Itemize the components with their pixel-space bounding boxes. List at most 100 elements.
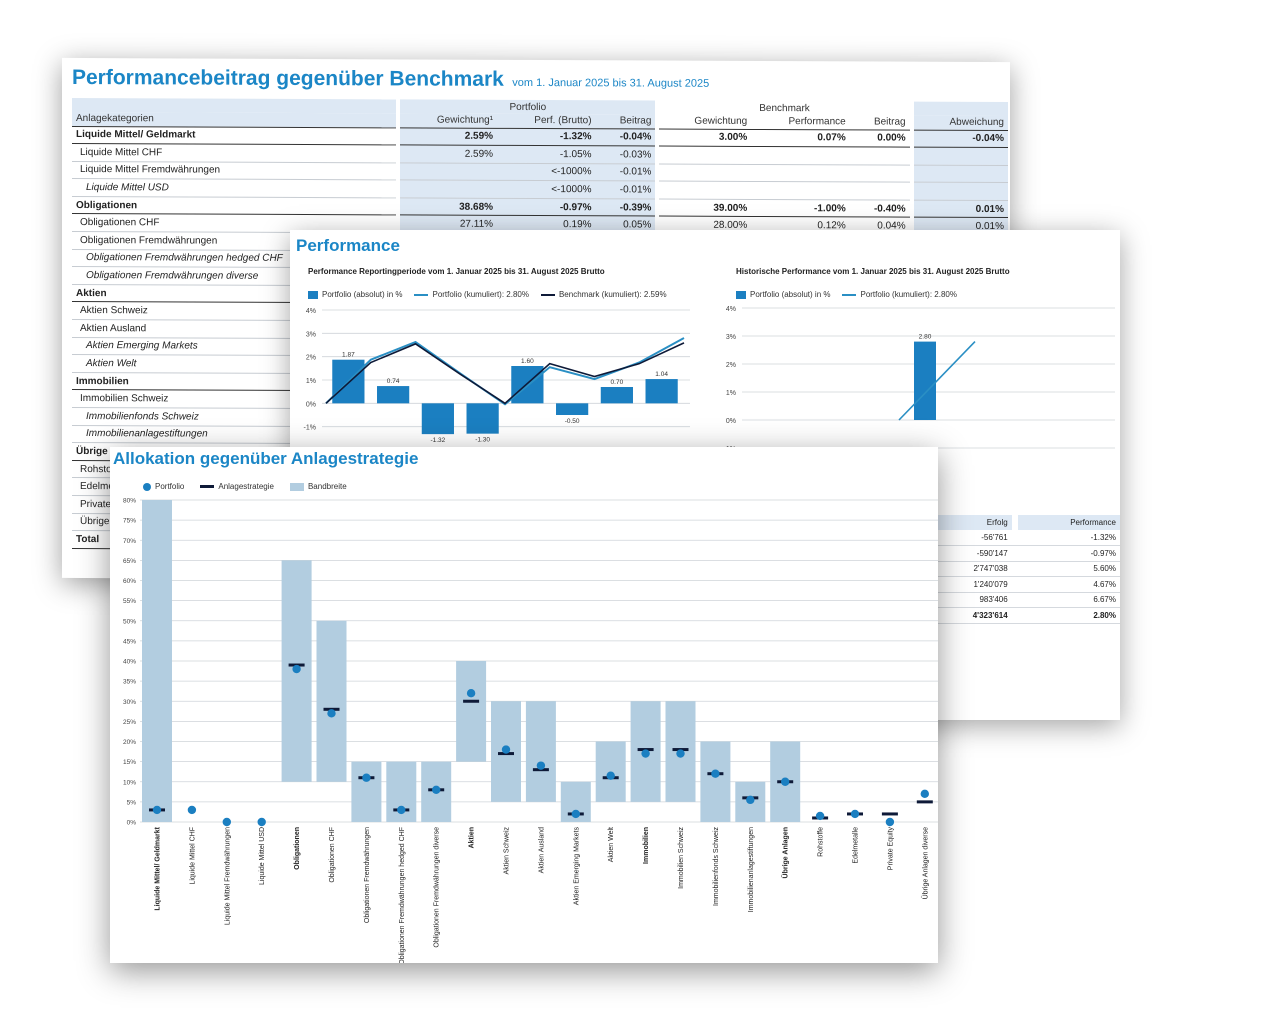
portfolio-point (746, 795, 755, 805)
cell-bp (751, 146, 850, 165)
y-tick-label: 45% (123, 638, 136, 645)
cell-pc: -0.03% (595, 145, 656, 164)
bar (914, 341, 936, 420)
x-category-label: Rohstoffe (818, 827, 825, 857)
historic-chart-legend: Portfolio (absolut) in % Portfolio (kumu… (736, 290, 957, 299)
column-gap (1011, 561, 1018, 577)
x-category-label: Aktien Emerging Markets (573, 827, 580, 906)
cell-bp (751, 164, 850, 183)
hdr-performance: Performance (1017, 515, 1120, 530)
y-tick-label: 75% (123, 518, 136, 525)
cell-performance: 2.80% (1017, 607, 1120, 624)
x-category-label: Liquide Mittel/ Geldmarkt (155, 826, 162, 910)
x-category-label: Liquide Mittel USD (259, 827, 266, 885)
cell-erfolg: -590'147 (930, 545, 1012, 562)
y-tick-label: -1% (304, 425, 316, 432)
y-tick-label: 2% (306, 355, 316, 362)
portfolio-point (676, 749, 685, 758)
hdr-p-perf: Perf. (Brutto) (497, 113, 596, 129)
cell-bw: 3.00% (659, 128, 752, 147)
y-tick-label: 80% (123, 498, 136, 505)
x-category-label: Aktien Schweiz (504, 827, 511, 875)
y-tick-label: 20% (123, 739, 136, 746)
range-band (316, 620, 347, 782)
column-gap (1011, 545, 1018, 562)
y-tick-label: 1% (726, 390, 736, 397)
x-category-label: Obligationen CHF (329, 827, 336, 883)
bar-value-label: -1.32 (430, 437, 445, 444)
x-category-label: Übrige Anlagen diverse (921, 827, 929, 899)
bar (600, 387, 633, 404)
y-tick-label: 3% (306, 331, 316, 338)
portfolio-point (850, 809, 860, 819)
legend-label: Portfolio (absolut) in % (750, 290, 831, 299)
bar-value-label: 1.04 (655, 371, 668, 378)
hdr-p-weight: Gewichtung¹ (400, 113, 498, 128)
cell-bc (849, 164, 910, 183)
portfolio-point (885, 817, 895, 827)
hdr-b-contrib: Beitrag (849, 115, 910, 130)
range-band (700, 741, 731, 822)
y-tick-label: 4% (726, 306, 736, 313)
reporting-performance-chart: 4%3%2%1%0%-1%-2%1.870.74-1.32-1.301.60-0… (304, 308, 690, 455)
allocation-legend: Portfolio Anlagestrategie Bandbreite (143, 482, 347, 491)
reporting-chart-title: Performance Reportingperiode vom 1. Janu… (308, 267, 605, 276)
cell-performance: -1.32% (1017, 530, 1120, 546)
x-category-label: Liquide Mittel CHF (189, 827, 196, 885)
hdr-anlagekategorien: Anlagekategorien (72, 111, 397, 128)
strategy-marker (881, 812, 898, 816)
legend-label: Bandbreite (307, 482, 347, 491)
y-tick-label: 4% (306, 308, 316, 315)
legend-item: Portfolio (absolut) in % (736, 290, 830, 299)
erfolg-table: Erfolg Performance -56'761 -1.32% -590'147… (930, 515, 1120, 624)
legend-item: Portfolio (143, 482, 184, 491)
cell-performance: 6.67% (1017, 592, 1120, 608)
cell-pp: -1.05% (497, 145, 596, 164)
column-gap (1011, 607, 1018, 624)
dot-swatch (143, 482, 151, 491)
cell-performance: 5.60% (1017, 561, 1120, 577)
sheet1-title-row: Performancebeitrag gegenüber Benchmark v… (72, 66, 709, 93)
hdr-erfolg: Erfolg (930, 515, 1012, 530)
hdr-deviation: Abweichung (913, 115, 1008, 131)
table-row: 983'406 6.67% (930, 592, 1120, 608)
bar-value-label: 1.60 (521, 358, 534, 365)
portfolio-point (152, 805, 162, 815)
y-tick-label: 0% (127, 820, 137, 827)
strategy-marker (463, 699, 480, 703)
legend-item: Portfolio (kumuliert): 2.80% (414, 290, 529, 299)
range-band (142, 500, 172, 822)
total-row: 4'323'614 2.80% (930, 607, 1120, 624)
legend-item: Benchmark (kumuliert): 2.59% (540, 290, 667, 299)
cell-bw (659, 163, 752, 182)
legend-label: Benchmark (kumuliert): 2.59% (558, 290, 667, 299)
legend-item: Anlagestrategie (200, 482, 274, 491)
cell-bw: 39.00% (659, 198, 752, 217)
portfolio-point (781, 777, 790, 786)
cell-pp: -0.97% (497, 198, 596, 217)
row-label: Liquide Mittel CHF (72, 143, 397, 163)
portfolio-point (536, 761, 546, 770)
x-category-label: Private Equity (887, 827, 894, 871)
x-category-label: Obligationen Fremdwährungen (364, 827, 371, 923)
portfolio-point (362, 773, 371, 782)
x-category-label: Obligationen Fremdwährungen diverse (434, 827, 441, 948)
table-row: -590'147 -0.97% (930, 545, 1120, 562)
portfolio-point (257, 817, 266, 827)
cell-erfolg: 983'406 (930, 592, 1012, 608)
sheet3-title: Allokation gegenüber Anlagestrategie (113, 449, 419, 468)
allokation-sheet: Allokation gegenüber Anlagestrategie Por… (110, 447, 938, 963)
x-category-label: Aktien Welt (608, 827, 615, 862)
portfolio-point (292, 664, 301, 674)
y-tick-label: 2% (726, 362, 736, 369)
cell-erfolg: 1'240'079 (930, 576, 1012, 593)
cell-pc: -0.04% (595, 128, 656, 147)
band-swatch (289, 482, 304, 491)
x-category-label: Obligationen (294, 827, 301, 870)
x-category-label: Obligationen Fremdwährungen hedged CHF (399, 827, 406, 963)
hdr-group-benchmark: Benchmark (659, 100, 910, 116)
strategy-marker (916, 800, 933, 804)
sheet1-subtitle: vom 1. Januar 2025 bis 31. August 2025 (512, 76, 710, 90)
bar-swatch (308, 290, 318, 299)
bar-value-label: -0.50 (565, 418, 580, 425)
